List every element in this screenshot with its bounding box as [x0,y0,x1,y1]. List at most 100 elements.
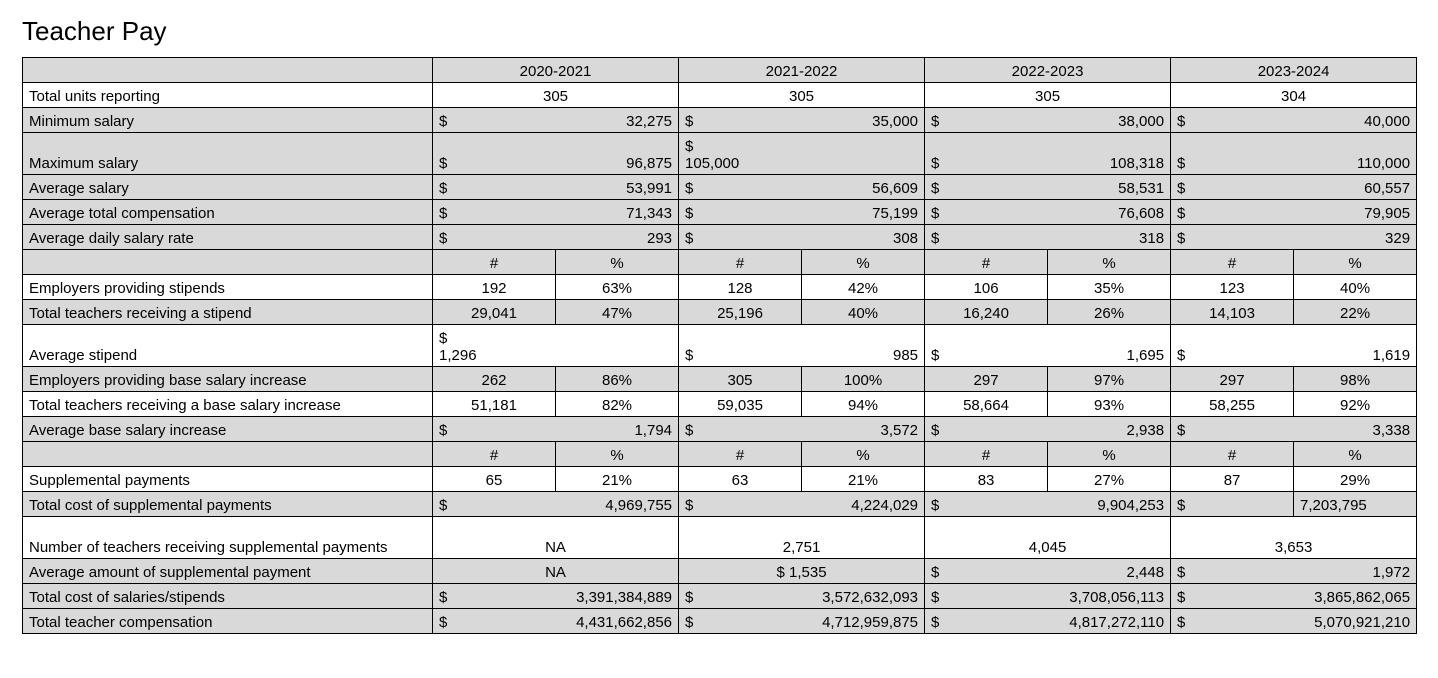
cell: 2,751 [679,517,925,559]
cell: $9,904,253 [925,492,1171,517]
row-avg-supp: Average amount of supplemental payment N… [23,559,1417,584]
row-label: Total cost of supplemental payments [23,492,433,517]
row-cost-supp: Total cost of supplemental payments $4,9… [23,492,1417,517]
cell: 14,103 [1171,300,1294,325]
cell: 305 [433,83,679,108]
cell: $293 [433,225,679,250]
cell: 35% [1048,275,1171,300]
cell: NA [433,559,679,584]
row-average-salary: Average salary $53,991 $56,609 $58,531 $… [23,175,1417,200]
cell: $3,572 [679,417,925,442]
hash-pct-header: #% #% #% #% [23,250,1417,275]
cell: $38,000 [925,108,1171,133]
cell: 63 [679,467,802,492]
cell: $56,609 [679,175,925,200]
row-teach-base-inc: Total teachers receiving a base salary i… [23,392,1417,417]
row-label: Average stipend [23,325,433,367]
cell: $96,875 [433,133,679,175]
cell: 59,035 [679,392,802,417]
cell: $32,275 [433,108,679,133]
col-header: % [556,442,679,467]
cell: 4,045 [925,517,1171,559]
col-header: # [1171,250,1294,275]
row-avg-base-inc: Average base salary increase $1,794 $3,5… [23,417,1417,442]
blank-cell [23,442,433,467]
row-teach-stipend: Total teachers receiving a stipend 29,04… [23,300,1417,325]
cell: 51,181 [433,392,556,417]
cell: $40,000 [1171,108,1417,133]
cell: 58,255 [1171,392,1294,417]
cell: $108,318 [925,133,1171,175]
row-label: Average total compensation [23,200,433,225]
cell: $35,000 [679,108,925,133]
cell: 262 [433,367,556,392]
col-header: % [556,250,679,275]
row-avg-total-comp: Average total compensation $71,343 $75,1… [23,200,1417,225]
cell: 304 [1171,83,1417,108]
row-label: Maximum salary [23,133,433,175]
cell: $4,817,272,110 [925,609,1171,634]
row-maximum-salary: Maximum salary $96,875 $105,000 $108,318… [23,133,1417,175]
year-header: 2022-2023 [925,58,1171,83]
row-label: Total teachers receiving a base salary i… [23,392,433,417]
row-label: Average base salary increase [23,417,433,442]
cell: 297 [1171,367,1294,392]
year-header: 2021-2022 [679,58,925,83]
cell: $1,695 [925,325,1171,367]
cell: NA [433,517,679,559]
cell: 86% [556,367,679,392]
cell: 305 [679,367,802,392]
cell: 192 [433,275,556,300]
col-header: # [1171,442,1294,467]
cell: $53,991 [433,175,679,200]
cell: 106 [925,275,1048,300]
cell: 16,240 [925,300,1048,325]
cell: 21% [556,467,679,492]
cell: $4,969,755 [433,492,679,517]
row-emp-base-inc: Employers providing base salary increase… [23,367,1417,392]
cell: 26% [1048,300,1171,325]
col-header: % [1048,250,1171,275]
cell: 83 [925,467,1048,492]
col-header: # [925,442,1048,467]
page-title: Teacher Pay [22,16,1416,47]
cell: $1,972 [1171,559,1417,584]
col-header: # [925,250,1048,275]
blank-cell [23,58,433,83]
col-header: % [802,442,925,467]
row-label: Employers providing base salary increase [23,367,433,392]
year-header-row: 2020-2021 2021-2022 2022-2023 2023-2024 [23,58,1417,83]
cell: $110,000 [1171,133,1417,175]
cell: $2,448 [925,559,1171,584]
row-label: Total cost of salaries/stipends [23,584,433,609]
row-label: Average daily salary rate [23,225,433,250]
cell: 47% [556,300,679,325]
cell: 305 [925,83,1171,108]
cell: $60,557 [1171,175,1417,200]
col-header: % [1048,442,1171,467]
cell: 65 [433,467,556,492]
cell: 42% [802,275,925,300]
row-total-units: Total units reporting 305 305 305 304 [23,83,1417,108]
cell: 87 [1171,467,1294,492]
cell: 40% [1294,275,1417,300]
cell: $1,794 [433,417,679,442]
cell: 22% [1294,300,1417,325]
cell: $79,905 [1171,200,1417,225]
cell: $71,343 [433,200,679,225]
col-header: % [1294,250,1417,275]
row-minimum-salary: Minimum salary $32,275 $35,000 $38,000 $… [23,108,1417,133]
row-emp-stipends: Employers providing stipends 192 63% 128… [23,275,1417,300]
cell: 25,196 [679,300,802,325]
cell: $1,619 [1171,325,1417,367]
cell: $4,224,029 [679,492,925,517]
cell: $ [1171,492,1294,517]
cell: $4,431,662,856 [433,609,679,634]
cell: 92% [1294,392,1417,417]
row-supp-pay: Supplemental payments 65 21% 63 21% 83 2… [23,467,1417,492]
row-label: Supplemental payments [23,467,433,492]
cell: 123 [1171,275,1294,300]
col-header: # [433,442,556,467]
blank-cell [23,250,433,275]
cell: $3,391,384,889 [433,584,679,609]
